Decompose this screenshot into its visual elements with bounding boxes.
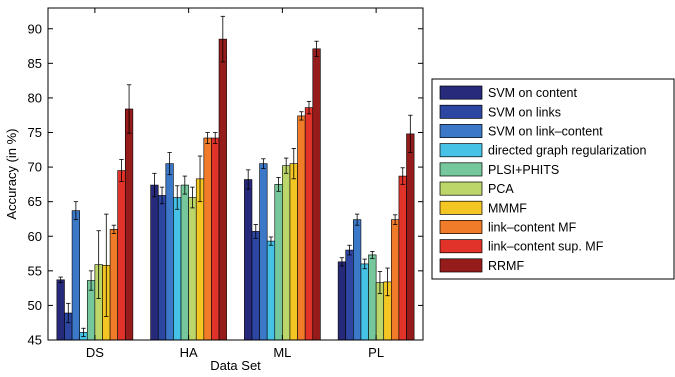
bar (337, 261, 347, 341)
y-tick-label: 60 (28, 229, 42, 244)
x-axis-ticks: DS HA ML PL (86, 8, 384, 360)
legend-swatch (439, 181, 483, 196)
bar (109, 229, 118, 341)
bar (165, 163, 174, 341)
legend-label: SVM on links (488, 105, 561, 119)
y-tick-label: 85 (28, 56, 42, 71)
y-axis-ticks: 45 50 55 60 65 70 75 80 85 90 (28, 21, 423, 348)
bar (251, 231, 260, 341)
legend: SVM on content SVM on links SVM on link–co… (431, 78, 675, 280)
legend-label: SVM on link–content (488, 125, 603, 139)
bar (406, 133, 415, 341)
legend-swatch (439, 104, 483, 119)
bar (180, 184, 189, 341)
y-axis-label: Accuracy (in %) (4, 128, 19, 219)
plot-frame (47, 7, 424, 341)
bar (353, 219, 362, 341)
bar (211, 137, 220, 341)
bar (398, 175, 407, 341)
legend-swatch (439, 258, 483, 273)
bars (56, 38, 415, 341)
y-tick-label: 55 (28, 263, 42, 278)
legend-swatch (439, 143, 483, 158)
legend-label: MMMF (488, 201, 527, 215)
y-tick-label: 50 (28, 298, 42, 313)
x-axis-label: Data Set (210, 358, 261, 373)
y-tick-label: 75 (28, 125, 42, 140)
x-tick-label: HA (180, 345, 198, 360)
y-tick-label: 80 (28, 90, 42, 105)
error-bars (58, 15, 413, 337)
bar (266, 240, 276, 341)
y-tick-label: 45 (28, 333, 42, 348)
y-tick-label: 65 (28, 194, 42, 209)
bar (173, 197, 182, 341)
legend-label: directed graph regularization (488, 144, 646, 158)
legend-label: link–content sup. MF (488, 240, 604, 254)
bar (360, 263, 369, 341)
bar (368, 254, 377, 341)
bar (274, 184, 283, 341)
legend-swatch (439, 85, 483, 100)
bar (117, 170, 126, 341)
bar (244, 179, 253, 341)
legend-swatch (439, 200, 483, 215)
bar (195, 178, 205, 341)
legend-label: PCA (488, 182, 514, 196)
bar (259, 163, 268, 341)
legend-label: PLSI+PHITS (488, 163, 559, 177)
bar (157, 195, 167, 341)
bar (297, 115, 306, 341)
bar (312, 48, 321, 341)
bar (304, 107, 314, 341)
bar (203, 137, 212, 341)
x-tick-label: ML (273, 345, 291, 360)
legend-swatch (439, 124, 483, 138)
bar (391, 219, 400, 341)
legend-label: RRMF (488, 259, 524, 273)
bar (124, 108, 134, 341)
y-tick-label: 70 (28, 160, 42, 175)
bar (56, 279, 65, 341)
x-tick-label: PL (368, 345, 384, 360)
bar (289, 163, 298, 341)
legend-swatch (439, 162, 483, 177)
bar (345, 249, 354, 341)
legend-swatch (439, 239, 483, 254)
y-tick-label: 90 (28, 21, 42, 36)
bar (218, 38, 227, 341)
legend-label: link–content MF (488, 221, 577, 235)
bar (188, 197, 197, 341)
bar (150, 184, 159, 341)
x-tick-label: DS (86, 345, 104, 360)
legend-label: SVM on content (488, 86, 577, 100)
bar (71, 210, 80, 341)
legend-swatch (439, 220, 483, 234)
bar (282, 165, 291, 341)
